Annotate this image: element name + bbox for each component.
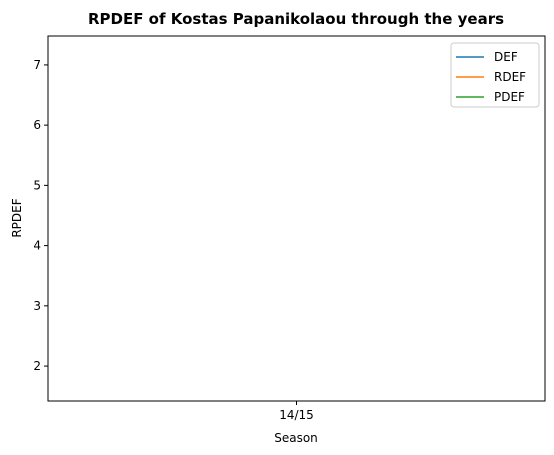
x-axis-label: Season: [274, 431, 318, 445]
legend-label: DEF: [494, 50, 518, 64]
chart-title: RPDEF of Kostas Papanikolaou through the…: [88, 10, 504, 28]
y-tick-label: 4: [33, 239, 41, 253]
y-tick-label: 3: [33, 299, 41, 313]
x-tick-label: 14/15: [279, 408, 314, 422]
y-tick-label: 6: [33, 118, 41, 132]
legend-box: [450, 42, 540, 108]
y-axis-label: RPDEF: [10, 198, 24, 237]
y-tick-label: 7: [33, 58, 41, 72]
y-tick-label: 2: [33, 359, 41, 373]
x-axis: 14/15: [279, 401, 314, 422]
legend: DEF RDEF PDEF: [450, 42, 540, 108]
legend-label: RDEF: [494, 70, 526, 84]
legend-label: PDEF: [494, 90, 525, 104]
y-axis: 2 3 4 5 6 7: [33, 58, 48, 373]
y-tick-label: 5: [33, 178, 41, 192]
